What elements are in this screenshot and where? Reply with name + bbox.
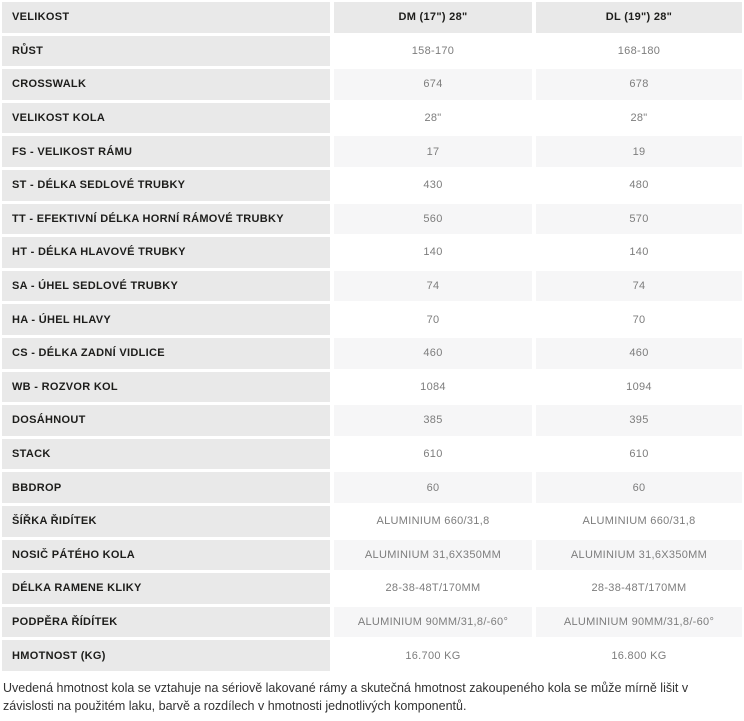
row-label: CS - DÉLKA ZADNÍ VIDLICE (2, 337, 330, 369)
row-value-dm: 140 (334, 237, 532, 268)
row-value-dl: 610 (536, 438, 742, 470)
row-value-dm: 610 (334, 438, 532, 470)
row-label: BBDROP (2, 472, 330, 503)
row-label: ST - DÉLKA SEDLOVÉ TRUBKY (2, 169, 330, 201)
row-value-dm: 674 (334, 69, 532, 100)
row-label: FS - VELIKOST RÁMU (2, 136, 330, 167)
row-value-dm: 60 (334, 472, 532, 503)
row-value-dl: 74 (536, 270, 742, 302)
row-value-dm: 158-170 (334, 35, 532, 67)
row-value-dl: 678 (536, 69, 742, 100)
row-label: NOSIČ PÁTÉHO KOLA (2, 539, 330, 571)
row-value-dm: 28" (334, 102, 532, 134)
weight-disclaimer-note: Uvedená hmotnost kola se vztahuje na sér… (3, 680, 689, 713)
row-value-dl: ALUMINIUM 31,6X350MM (536, 539, 742, 571)
row-value-dm: 460 (334, 337, 532, 369)
table-header-size-dl: DL (19") 28" (536, 2, 742, 33)
row-value-dm: 70 (334, 304, 532, 335)
row-value-dm: 74 (334, 270, 532, 302)
row-value-dl: ALUMINIUM 660/31,8 (536, 505, 742, 537)
table-header-size-dm: DM (17") 28" (334, 2, 532, 33)
row-label: WB - ROZVOR KOL (2, 371, 330, 403)
row-value-dl: 28" (536, 102, 742, 134)
row-value-dm: 430 (334, 169, 532, 201)
row-label: HMOTNOST (KG) (2, 640, 330, 671)
row-value-dm: ALUMINIUM 90MM/31,8/-60° (334, 606, 532, 638)
row-value-dm: 1084 (334, 371, 532, 403)
row-value-dl: 395 (536, 405, 742, 436)
row-value-dm: 385 (334, 405, 532, 436)
row-label: STACK (2, 438, 330, 470)
row-label: RŮST (2, 35, 330, 67)
row-value-dl: 28-38-48T/170MM (536, 573, 742, 604)
row-value-dm: ALUMINIUM 660/31,8 (334, 505, 532, 537)
row-value-dl: ALUMINIUM 90MM/31,8/-60° (536, 606, 742, 638)
row-value-dl: 70 (536, 304, 742, 335)
row-value-dl: 168-180 (536, 35, 742, 67)
row-value-dm: 16.700 KG (334, 640, 532, 671)
row-value-dl: 460 (536, 337, 742, 369)
row-value-dl: 60 (536, 472, 742, 503)
row-label: VELIKOST KOLA (2, 102, 330, 134)
spec-table: VELIKOST DM (17") 28" DL (19") 28" RŮST 1… (2, 2, 742, 671)
row-value-dl: 140 (536, 237, 742, 268)
row-value-dl: 480 (536, 169, 742, 201)
row-label: SA - ÚHEL SEDLOVÉ TRUBKY (2, 270, 330, 302)
row-value-dl: 570 (536, 203, 742, 235)
row-value-dm: 560 (334, 203, 532, 235)
row-label: TT - EFEKTIVNÍ DÉLKA HORNÍ RÁMOVÉ TRUBKY (2, 203, 330, 235)
row-value-dm: 17 (334, 136, 532, 167)
row-label: DÉLKA RAMENE KLIKY (2, 573, 330, 604)
table-header-label: VELIKOST (2, 2, 330, 33)
row-value-dm: 28-38-48T/170MM (334, 573, 532, 604)
row-value-dl: 1094 (536, 371, 742, 403)
row-label: HA - ÚHEL HLAVY (2, 304, 330, 335)
row-value-dl: 16.800 KG (536, 640, 742, 671)
row-label: CROSSWALK (2, 69, 330, 100)
row-value-dl: 19 (536, 136, 742, 167)
row-label: ŠÍŘKA ŘIDÍTEK (2, 505, 330, 537)
row-label: DOSÁHNOUT (2, 405, 330, 436)
row-value-dm: ALUMINIUM 31,6X350MM (334, 539, 532, 571)
row-label: HT - DÉLKA HLAVOVÉ TRUBKY (2, 237, 330, 268)
row-label: PODPĚRA ŘÍDÍTEK (2, 606, 330, 638)
